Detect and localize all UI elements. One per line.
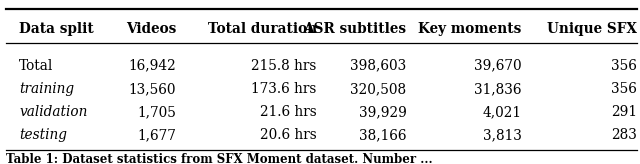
Text: 13,560: 13,560 [129,82,176,96]
Text: 320,508: 320,508 [350,82,406,96]
Text: 4,021: 4,021 [483,105,522,119]
Text: Unique SFX: Unique SFX [547,22,637,36]
Text: 215.8 hrs: 215.8 hrs [252,59,317,73]
Text: 39,929: 39,929 [358,105,406,119]
Text: 356: 356 [611,59,637,73]
Text: validation: validation [19,105,88,119]
Text: 1,677: 1,677 [137,128,176,142]
Text: Total duration: Total duration [207,22,317,36]
Text: 1,705: 1,705 [137,105,176,119]
Text: 173.6 hrs: 173.6 hrs [252,82,317,96]
Text: Videos: Videos [125,22,176,36]
Text: 39,670: 39,670 [474,59,522,73]
Text: 291: 291 [611,105,637,119]
Text: training: training [19,82,74,96]
Text: 20.6 hrs: 20.6 hrs [260,128,317,142]
Text: Table 1: Dataset statistics from SFX Moment dataset. Number ...: Table 1: Dataset statistics from SFX Mom… [6,153,433,164]
Text: 31,836: 31,836 [474,82,522,96]
Text: 16,942: 16,942 [128,59,176,73]
Text: Key moments: Key moments [419,22,522,36]
Text: 398,603: 398,603 [350,59,406,73]
Text: Total: Total [19,59,54,73]
Text: 38,166: 38,166 [359,128,406,142]
Text: 3,813: 3,813 [483,128,522,142]
Text: testing: testing [19,128,67,142]
Text: Data split: Data split [19,22,94,36]
Text: ASR subtitles: ASR subtitles [303,22,406,36]
Text: 356: 356 [611,82,637,96]
Text: 283: 283 [611,128,637,142]
Text: 21.6 hrs: 21.6 hrs [260,105,317,119]
